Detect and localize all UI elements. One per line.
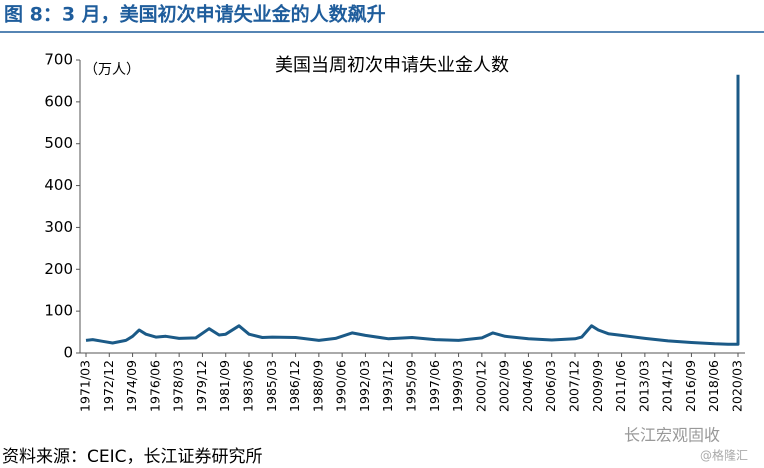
figure-title: 图 8：3 月，美国初次申请失业金的人数飙升 bbox=[4, 3, 386, 26]
x-tick-label: 1976/06 bbox=[147, 360, 162, 412]
y-tick-label: 500 bbox=[44, 134, 73, 152]
x-tick-label: 1974/09 bbox=[124, 360, 139, 412]
x-tick-label: 1990/06 bbox=[334, 360, 349, 412]
x-tick-label: 1981/09 bbox=[217, 360, 232, 412]
x-tick-label: 1983/06 bbox=[241, 360, 256, 412]
x-tick-label: 2006/03 bbox=[543, 360, 558, 412]
x-tick-label: 1979/12 bbox=[194, 360, 209, 412]
x-tick-label: 2000/12 bbox=[473, 360, 488, 412]
x-tick-label: 2016/09 bbox=[683, 360, 698, 412]
x-tick-label: 1978/03 bbox=[171, 360, 186, 412]
x-tick-label: 2014/12 bbox=[660, 360, 675, 412]
x-tick-label: 2018/06 bbox=[706, 360, 721, 412]
source: 资料来源：CEIC，长江证券研究所 bbox=[2, 447, 263, 467]
x-tick-label: 1988/09 bbox=[310, 360, 325, 412]
y-tick-label: 400 bbox=[44, 176, 73, 194]
watermark: @格隆汇 bbox=[700, 448, 748, 463]
x-tick-label: 2020/03 bbox=[730, 360, 745, 412]
y-tick-label: 100 bbox=[44, 302, 73, 320]
x-tick-label: 1993/12 bbox=[380, 360, 395, 412]
y-tick-label: 200 bbox=[44, 260, 73, 278]
y-tick-label: 600 bbox=[44, 92, 73, 110]
x-tick-label: 1997/06 bbox=[427, 360, 442, 412]
x-tick-label: 2013/03 bbox=[636, 360, 651, 412]
x-tick-label: 2007/12 bbox=[567, 360, 582, 412]
y-tick-label: 700 bbox=[44, 51, 73, 69]
x-tick-label: 1971/03 bbox=[78, 360, 93, 412]
y-tick-label: 0 bbox=[63, 344, 73, 362]
y-tick-label: 300 bbox=[44, 218, 73, 236]
x-tick-label: 1995/09 bbox=[404, 360, 419, 412]
x-tick-label: 2004/06 bbox=[520, 360, 535, 412]
y-axis-label: （万人） bbox=[84, 62, 140, 78]
x-tick-label: 2011/06 bbox=[613, 360, 628, 412]
data-line bbox=[85, 74, 740, 346]
x-tick-label: 1992/03 bbox=[357, 360, 372, 412]
x-tick-label: 1986/12 bbox=[287, 360, 302, 412]
chart-title: 美国当周初次申请失业金人数 bbox=[275, 55, 509, 76]
x-tick-label: 2009/09 bbox=[590, 360, 605, 412]
x-tick-label: 1985/03 bbox=[264, 360, 279, 412]
x-tick-label: 1999/03 bbox=[450, 360, 465, 412]
x-tick-label: 1972/12 bbox=[101, 360, 116, 412]
x-tick-label: 2002/09 bbox=[497, 360, 512, 412]
watermark: 长江宏观固收 bbox=[624, 426, 720, 445]
